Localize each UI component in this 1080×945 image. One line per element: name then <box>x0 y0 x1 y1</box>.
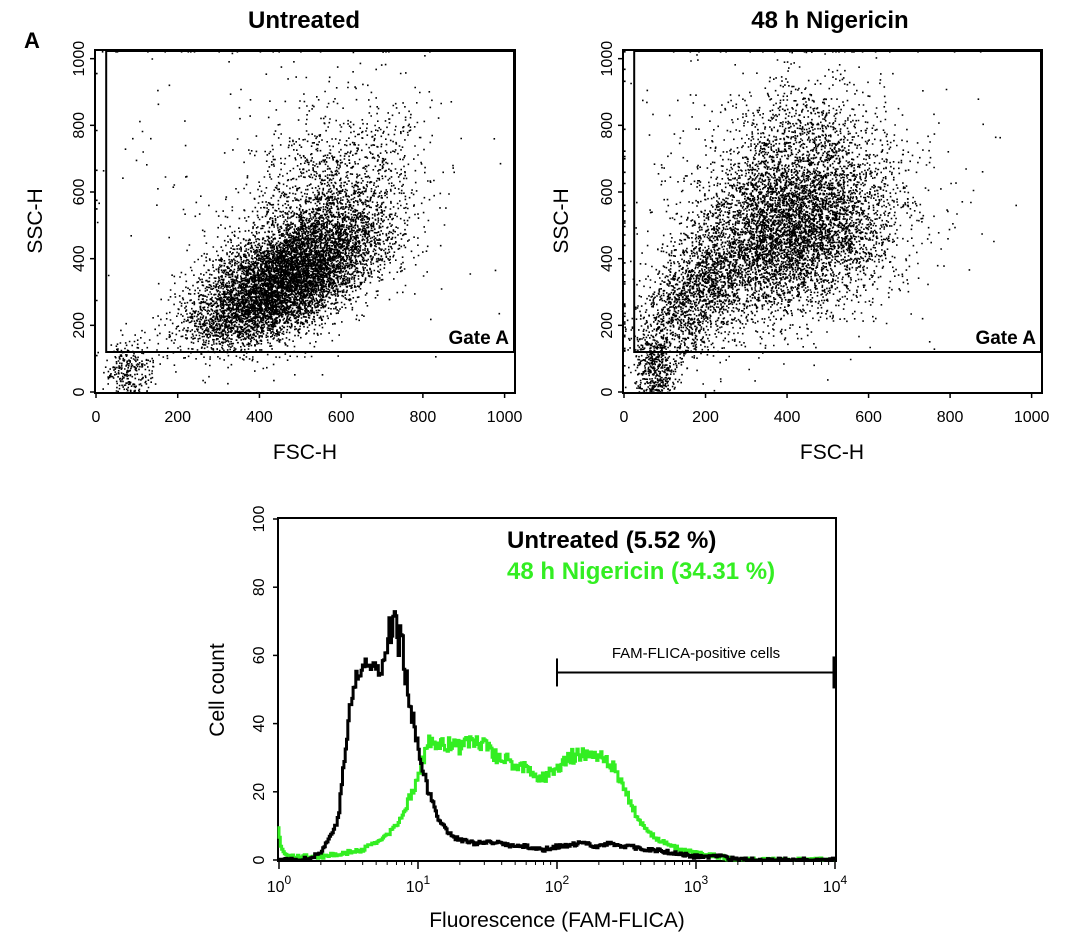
x-tick-exponent: 3 <box>702 873 709 887</box>
chart-title: Untreated <box>248 7 360 34</box>
x-axis-ticks: 0 200 400 600 800 1000 <box>620 392 1050 426</box>
histogram-fam-flica: FAM-FLICA-positive cells Untreated (5.52… <box>206 506 848 932</box>
legend-untreated: Untreated (5.52 %) <box>507 527 716 554</box>
x-axis-label: FSC-H <box>273 441 337 464</box>
x-tick-label: 104 <box>823 873 848 896</box>
y-tick-label: 100 <box>251 506 268 533</box>
y-axis-label: SSC-H <box>550 188 573 253</box>
x-axis-ticks: 100 101 102 103 104 <box>267 860 848 896</box>
y-tick-label: 1000 <box>71 41 88 77</box>
x-tick-label: 600 <box>855 409 882 426</box>
x-tick-label: 103 <box>684 873 709 896</box>
x-tick-label: 600 <box>328 409 355 426</box>
x-tick-base: 10 <box>823 879 841 896</box>
x-tick-base: 10 <box>406 879 424 896</box>
y-tick-label: 0 <box>599 387 616 396</box>
x-tick-label: 800 <box>937 409 964 426</box>
gate-a-rectangle <box>105 50 515 353</box>
x-axis-label: FSC-H <box>800 441 864 464</box>
histogram-line-untreated <box>278 610 836 862</box>
x-tick-exponent: 4 <box>841 873 848 887</box>
x-tick-label: 0 <box>92 409 101 426</box>
scatter-points <box>96 51 516 394</box>
y-tick-label: 0 <box>71 387 88 396</box>
y-axis-ticks: 0 20 40 60 80 100 <box>251 506 279 864</box>
y-tick-label: 20 <box>251 783 268 801</box>
x-tick-label: 102 <box>545 873 570 896</box>
histogram-line-nigericin <box>277 734 835 862</box>
gate-label: Gate A <box>975 328 1036 349</box>
legend-nigericin: 48 h Nigericin (34.31 %) <box>507 558 775 585</box>
x-tick-label: 200 <box>692 409 719 426</box>
scatter-events <box>624 51 1043 394</box>
histogram-series <box>277 610 836 862</box>
y-tick-label: 400 <box>71 245 88 272</box>
x-tick-exponent: 1 <box>424 873 431 887</box>
x-tick-label: 200 <box>164 409 191 426</box>
x-tick-label: 101 <box>406 873 431 896</box>
marker-label: FAM-FLICA-positive cells <box>612 645 780 662</box>
chart-title: 48 h Nigericin <box>751 7 908 34</box>
y-tick-label: 400 <box>599 245 616 272</box>
gate-a-rectangle <box>633 50 1042 353</box>
y-tick-label: 60 <box>251 646 268 664</box>
panel-letter: A <box>24 28 40 53</box>
x-axis-label: Fluorescence (FAM-FLICA) <box>429 909 685 932</box>
y-tick-label: 40 <box>251 715 268 733</box>
y-axis-ticks: 0 200 400 600 800 1000 <box>71 41 96 396</box>
positive-cells-marker: FAM-FLICA-positive cells <box>556 645 836 689</box>
y-tick-label: 800 <box>599 112 616 139</box>
y-axis-label: SSC-H <box>24 188 47 253</box>
scatter-plot-untreated: Untreated Gate A 0 200 400 600 800 1000 0 200 4… <box>24 7 523 464</box>
y-tick-label: 200 <box>71 312 88 339</box>
y-tick-label: 600 <box>599 179 616 206</box>
y-tick-label: 800 <box>71 112 88 139</box>
gate-label: Gate A <box>448 328 509 349</box>
x-tick-exponent: 2 <box>563 873 570 887</box>
x-tick-label: 400 <box>246 409 273 426</box>
x-tick-label: 0 <box>620 409 629 426</box>
x-tick-base: 10 <box>684 879 702 896</box>
scatter-plot-nigericin: 48 h Nigericin Gate A 0 200 400 600 800 1000 … <box>550 7 1050 464</box>
y-tick-label: 200 <box>599 312 616 339</box>
x-tick-exponent: 0 <box>285 873 292 887</box>
y-tick-label: 0 <box>251 855 268 864</box>
y-tick-label: 1000 <box>599 41 616 77</box>
x-tick-base: 10 <box>545 879 563 896</box>
y-axis-label: Cell count <box>206 643 229 737</box>
x-tick-base: 10 <box>267 879 285 896</box>
x-tick-label: 400 <box>774 409 801 426</box>
y-axis-ticks: 0 200 400 600 800 1000 <box>599 41 624 396</box>
y-tick-label: 600 <box>71 179 88 206</box>
scatter-points <box>624 51 1043 394</box>
scatter-events <box>96 51 516 394</box>
x-tick-label: 1000 <box>487 409 523 426</box>
x-tick-label: 800 <box>410 409 437 426</box>
x-axis-ticks: 0 200 400 600 800 1000 <box>92 392 523 426</box>
x-tick-label: 100 <box>267 873 292 896</box>
y-tick-label: 80 <box>251 578 268 596</box>
x-tick-label: 1000 <box>1014 409 1050 426</box>
